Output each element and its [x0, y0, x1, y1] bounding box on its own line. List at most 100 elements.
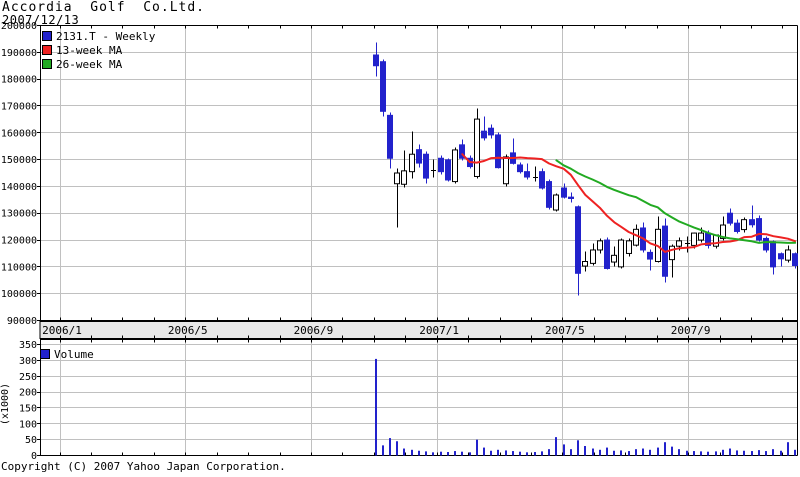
y-axis-label: 130000 — [1, 209, 37, 220]
volume-bar — [657, 447, 659, 456]
volume-legend: Volume — [40, 347, 94, 361]
volume-bar — [411, 449, 413, 456]
y-axis-label: 110000 — [1, 262, 37, 273]
volume-bar — [686, 450, 688, 456]
legend-label: Volume — [54, 347, 94, 361]
volume-bar — [707, 451, 709, 456]
candle-down — [568, 196, 574, 199]
volume-bar — [447, 452, 449, 456]
volume-bar — [620, 450, 622, 456]
volume-unit-label: (x1000) — [0, 383, 11, 425]
candle-up — [741, 219, 747, 231]
volume-bar — [678, 449, 680, 456]
volume-bar — [461, 451, 463, 456]
x-axis-label: 2007/5 — [545, 324, 585, 337]
x-axis-label: 2006/1 — [42, 324, 82, 337]
volume-bar — [715, 451, 717, 456]
candle-down — [380, 61, 386, 112]
series-swatch — [42, 31, 52, 41]
candle-down — [524, 171, 530, 178]
candle-up — [698, 232, 704, 241]
x-axis-label: 2007/9 — [671, 324, 711, 337]
y-axis-label: 200000 — [1, 21, 37, 32]
ma26-swatch — [42, 59, 52, 69]
price-legend: 2131.T - Weekly 13-week MA 26-week MA — [42, 29, 155, 71]
legend-item-volume: Volume — [40, 347, 94, 361]
volume-axis-label: 0 — [31, 451, 37, 462]
volume-bar — [534, 452, 536, 456]
x-axis-label: 2007/1 — [419, 324, 459, 337]
candle-up — [618, 239, 624, 268]
volume-bar — [736, 450, 738, 456]
candle-up — [626, 240, 632, 254]
candle-down — [481, 130, 487, 139]
volume-bar — [635, 449, 637, 456]
candle-up — [401, 170, 407, 185]
volume-axis-label: 250 — [19, 372, 37, 383]
y-axis-label: 180000 — [1, 75, 37, 86]
volume-bar — [541, 451, 543, 456]
volume-bar — [512, 451, 514, 456]
page-title: Accordia Golf Co.Ltd. — [2, 0, 206, 15]
volume-bar — [548, 449, 550, 456]
candle-up — [720, 224, 726, 239]
volume-bar — [772, 449, 774, 456]
legend-item-ma13: 13-week MA — [42, 43, 155, 57]
volume-bar — [628, 451, 630, 456]
candle-down — [445, 159, 451, 181]
candle-up — [503, 156, 509, 185]
volume-bar — [505, 450, 507, 456]
candle-down — [756, 218, 762, 241]
volume-bar — [780, 450, 782, 456]
candle-up — [590, 249, 596, 264]
volume-bar — [743, 450, 745, 456]
y-axis-label: 90000 — [7, 316, 37, 327]
volume-bar — [700, 451, 702, 456]
volume-bar — [375, 358, 377, 456]
candle-up — [785, 249, 791, 261]
volume-bar — [671, 446, 673, 456]
candle-down — [459, 144, 465, 159]
volume-bar — [794, 449, 796, 456]
candle-up — [452, 149, 458, 183]
candle-down — [495, 134, 501, 169]
candle-down — [727, 212, 733, 224]
volume-bar — [497, 449, 499, 456]
volume-axis-label: 100 — [19, 419, 37, 430]
volume-bar — [584, 445, 586, 456]
legend-item-series: 2131.T - Weekly — [42, 29, 155, 43]
candle-down — [488, 127, 494, 136]
volume-bar — [613, 450, 615, 456]
candle-down — [373, 54, 379, 67]
candle-down — [517, 164, 523, 173]
volume-bar — [787, 442, 789, 456]
candle-up — [611, 254, 617, 263]
volume-bar — [396, 441, 398, 456]
volume-bar — [765, 451, 767, 456]
candle-down — [749, 219, 755, 226]
y-axis-label: 170000 — [1, 101, 37, 112]
volume-bar — [389, 438, 391, 456]
candle-down — [438, 157, 444, 173]
legend-label: 2131.T - Weekly — [56, 29, 156, 43]
candle-down — [575, 206, 581, 274]
legend-label: 13-week MA — [56, 43, 123, 57]
candle-up — [669, 245, 675, 261]
volume-axis-label: 200 — [19, 388, 37, 399]
volume-bar — [382, 445, 384, 456]
candle-up — [474, 118, 480, 177]
candle-down — [561, 187, 567, 198]
volume-axis-label: 150 — [19, 403, 37, 414]
candle-down — [546, 181, 552, 208]
candle-up — [409, 153, 415, 173]
volume-bar — [555, 437, 557, 456]
volume-bar — [519, 451, 521, 456]
y-axis-label: 120000 — [1, 236, 37, 247]
chart-date: 2007/12/13 — [2, 13, 80, 27]
candle-up — [553, 194, 559, 211]
candle-up — [691, 232, 697, 246]
volume-bar — [729, 448, 731, 456]
candle-down — [770, 241, 776, 268]
volume-bar — [649, 449, 651, 456]
y-axis-label: 140000 — [1, 182, 37, 193]
